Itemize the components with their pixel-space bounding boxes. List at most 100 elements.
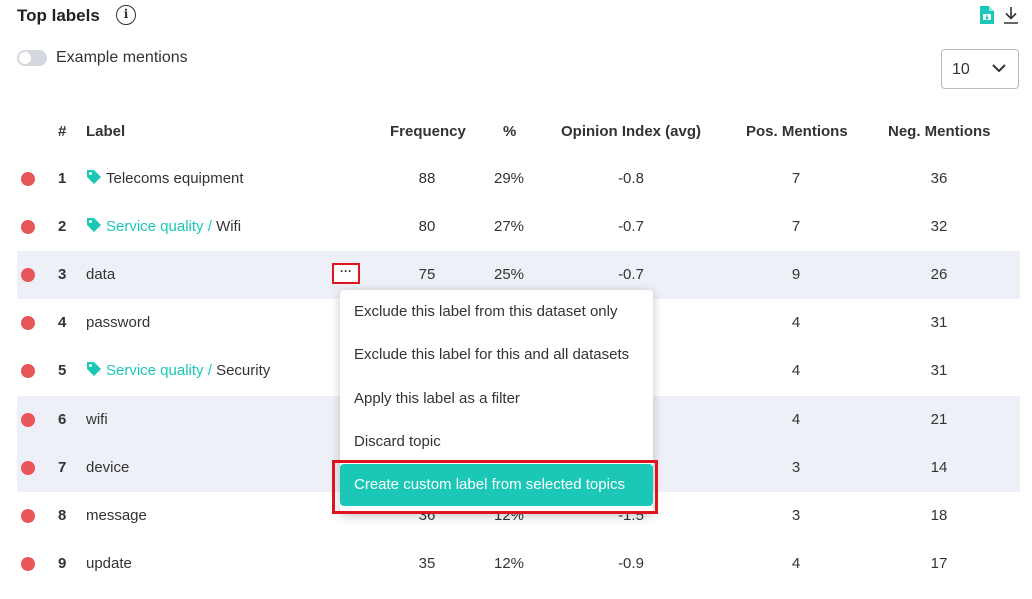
column-header-frequency[interactable]: Frequency	[390, 123, 466, 140]
page-size-value: 10	[952, 61, 970, 78]
label-name: wifi	[86, 411, 108, 428]
status-dot	[21, 461, 35, 475]
cell-pos: 4	[791, 555, 801, 572]
row-rank: 1	[58, 170, 67, 187]
label-name: data	[86, 266, 116, 283]
page-size-select[interactable]: 10	[941, 49, 1019, 89]
label-name: Security	[216, 362, 271, 379]
cell-opinion: -0.8	[618, 170, 644, 187]
label-name: message	[86, 507, 147, 524]
row-rank: 9	[58, 555, 67, 572]
label-parent[interactable]: Service quality /	[106, 218, 212, 235]
label-name: Wifi	[216, 218, 242, 235]
status-dot	[21, 364, 35, 378]
label-name: update	[86, 555, 132, 572]
table-row[interactable]: 4 password 4 31	[17, 299, 1020, 347]
status-dot	[21, 509, 35, 523]
status-dot	[21, 413, 35, 427]
column-header-pos-mentions[interactable]: Pos. Mentions	[746, 123, 848, 140]
cell-pos: 3	[791, 459, 801, 476]
example-mentions-toggle[interactable]	[17, 50, 47, 66]
cell-frequency: 80	[418, 218, 436, 235]
cell-neg: 31	[930, 314, 948, 331]
cell-frequency: 75	[418, 266, 436, 283]
cell-percent: 29%	[493, 170, 525, 187]
cell-neg: 17	[930, 555, 948, 572]
menu-item-exclude-all-datasets[interactable]: Exclude this label for this and all data…	[354, 346, 630, 363]
cell-neg: 18	[930, 507, 948, 524]
cell-opinion: -0.7	[618, 218, 644, 235]
row-more-options-button[interactable]: ···	[332, 263, 360, 284]
cell-pos: 4	[791, 362, 801, 379]
cell-pos: 7	[791, 218, 801, 235]
chevron-down-icon	[992, 64, 1006, 73]
row-label[interactable]: message	[86, 492, 147, 540]
column-header-opinion-index[interactable]: Opinion Index (avg)	[561, 123, 702, 140]
cell-percent: 25%	[493, 266, 525, 283]
cell-pos: 3	[791, 507, 801, 524]
tag-icon	[87, 170, 101, 184]
cell-neg: 31	[930, 362, 948, 379]
example-mentions-label: Example mentions	[56, 49, 188, 66]
table-row[interactable]: 1 Telecoms equipment 88 29% -0.8 7 36	[17, 155, 1020, 203]
cell-pos: 7	[791, 170, 801, 187]
column-header-neg-mentions[interactable]: Neg. Mentions	[888, 123, 991, 140]
table-row[interactable]: 5 Service quality / Security 4 31	[17, 347, 1020, 395]
status-dot	[21, 220, 35, 234]
row-label[interactable]: data	[86, 251, 115, 299]
cell-pos: 4	[791, 314, 801, 331]
table-row[interactable]: 2 Service quality / Wifi 80 27% -0.7 7 32	[17, 203, 1020, 251]
cell-pos: 4	[791, 411, 801, 428]
download-icon[interactable]	[1002, 5, 1020, 25]
row-label[interactable]: password	[86, 299, 150, 347]
cell-frequency: 35	[418, 555, 436, 572]
row-label[interactable]: wifi	[86, 396, 108, 444]
menu-item-create-custom-label[interactable]: Create custom label from selected topics	[340, 464, 653, 506]
cell-neg: 21	[930, 411, 948, 428]
row-label[interactable]: device	[86, 444, 129, 492]
page-title: Top labels	[17, 6, 100, 25]
cell-percent: 12%	[493, 555, 525, 572]
cell-neg: 14	[930, 459, 948, 476]
row-rank: 2	[58, 218, 67, 235]
table-row[interactable]: 8 message 36 12% -1.5 3 18	[17, 492, 1020, 540]
row-rank: 7	[58, 459, 67, 476]
status-dot	[21, 172, 35, 186]
cell-frequency: 88	[418, 170, 436, 187]
status-dot	[21, 268, 35, 282]
menu-item-apply-filter[interactable]: Apply this label as a filter	[354, 390, 520, 407]
row-rank: 4	[58, 314, 67, 331]
row-label[interactable]: update	[86, 540, 132, 588]
cell-opinion: -0.7	[618, 266, 644, 283]
tag-icon	[87, 362, 101, 376]
menu-item-discard-topic[interactable]: Discard topic	[354, 433, 441, 450]
cell-opinion: -0.9	[618, 555, 644, 572]
export-document-icon[interactable]	[979, 5, 995, 25]
highlight-frame	[332, 460, 658, 514]
status-dot	[21, 316, 35, 330]
label-name: password	[86, 314, 151, 331]
info-icon[interactable]: i	[116, 5, 136, 25]
label-parent[interactable]: Service quality /	[106, 362, 212, 379]
column-header-percent[interactable]: %	[503, 123, 517, 140]
column-header-label[interactable]: Label	[86, 123, 126, 140]
cell-percent: 27%	[493, 218, 525, 235]
row-rank: 5	[58, 362, 67, 379]
label-name: device	[86, 459, 130, 476]
tag-icon	[87, 218, 101, 232]
row-rank: 8	[58, 507, 67, 524]
row-label[interactable]: Service quality / Security	[86, 347, 270, 395]
column-header-rank[interactable]: #	[58, 123, 67, 140]
cell-neg: 26	[930, 266, 948, 283]
cell-neg: 32	[930, 218, 948, 235]
row-label[interactable]: Telecoms equipment	[86, 155, 244, 203]
cell-pos: 9	[791, 266, 801, 283]
label-name: Telecoms equipment	[106, 170, 244, 187]
menu-item-exclude-dataset[interactable]: Exclude this label from this dataset onl…	[354, 303, 618, 320]
cell-neg: 36	[930, 170, 948, 187]
toggle-knob	[19, 52, 31, 64]
row-label[interactable]: Service quality / Wifi	[86, 203, 241, 251]
table-row[interactable]: 9 update 35 12% -0.9 4 17	[17, 540, 1020, 588]
row-rank: 3	[58, 266, 67, 283]
row-rank: 6	[58, 411, 67, 428]
